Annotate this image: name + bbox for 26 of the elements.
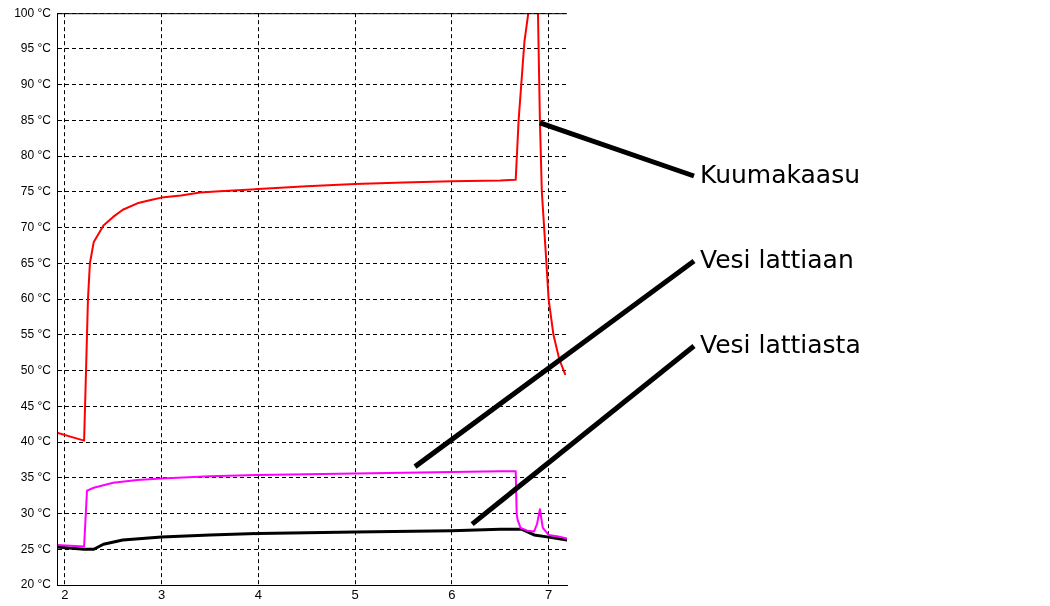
y-tick-label: 75 °C	[20, 184, 52, 199]
y-tick-label: 55 °C	[20, 327, 52, 342]
x-tick-label: 4	[254, 587, 262, 603]
y-tick-label: 80 °C	[20, 148, 52, 163]
text: Vesi lattiasta	[700, 330, 861, 359]
x-tick-label: 2	[61, 587, 69, 603]
y-tick-label: 95 °C	[20, 41, 52, 56]
y-tick-label: 60 °C	[20, 291, 52, 306]
x-tick-label: 3	[157, 587, 166, 603]
y-tick-label: 90 °C	[20, 76, 52, 91]
y-tick-label: 40 °C	[20, 434, 52, 449]
text: Vesi lattiaan	[700, 245, 854, 274]
text: Kuumakaasu	[700, 160, 861, 189]
y-tick-label: 20 °C	[20, 577, 52, 592]
y-tick-label: 35 °C	[20, 470, 52, 485]
y-tick-label: 30 °C	[20, 505, 52, 520]
x-tick-label: 7	[545, 587, 553, 603]
x-tick-label: 6	[448, 587, 456, 603]
y-tick-label: 45 °C	[20, 398, 52, 413]
y-tick-label: 100 °C	[14, 5, 52, 20]
y-tick-label: 85 °C	[20, 112, 52, 127]
x-tick-label: 5	[351, 587, 359, 603]
y-tick-label: 65 °C	[20, 255, 52, 270]
y-tick-label: 25 °C	[20, 541, 52, 556]
y-tick-label: 50 °C	[20, 362, 52, 377]
y-tick-label: 70 °C	[20, 219, 52, 234]
